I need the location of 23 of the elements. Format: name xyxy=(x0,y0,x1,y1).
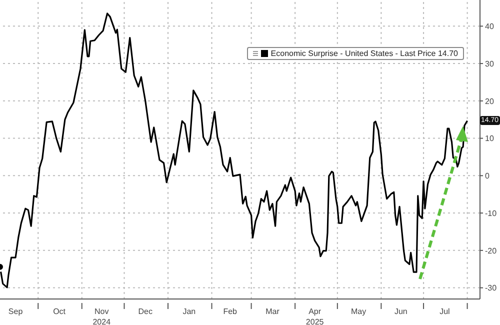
x-tick-label: May xyxy=(351,307,366,316)
y-tick-label: 20 xyxy=(485,96,494,106)
x2-tick-label: 2025 xyxy=(306,318,324,325)
x-tick-label: Mar xyxy=(266,307,280,316)
y-tick-label: 10 xyxy=(485,134,494,144)
y-tick-label: 30 xyxy=(485,59,494,68)
line-series xyxy=(0,12,468,288)
x-tick-label: Jul xyxy=(440,307,450,316)
y-tick-label: 0 xyxy=(485,172,490,181)
x-tick-label: Feb xyxy=(223,307,238,316)
x-tick-label: Dec xyxy=(138,307,153,316)
x-tick-label: Sep xyxy=(8,307,24,316)
y-tick-label: -20 xyxy=(485,246,498,256)
x-tick-label: Jan xyxy=(182,307,196,316)
y-tick-label: 40 xyxy=(485,22,494,32)
x-tick-label: Nov xyxy=(94,307,109,316)
legend-label: Economic Surprise - United States - Last Price 14.70 xyxy=(270,49,458,58)
y-tick-label: -10 xyxy=(485,208,498,218)
x-tick-label: Oct xyxy=(53,307,66,316)
x-tick-label: Jun xyxy=(394,307,408,316)
x2-tick-label: 2024 xyxy=(92,318,112,325)
x-tick-label: Apr xyxy=(308,307,322,316)
y-tick-label: -30 xyxy=(485,284,498,293)
